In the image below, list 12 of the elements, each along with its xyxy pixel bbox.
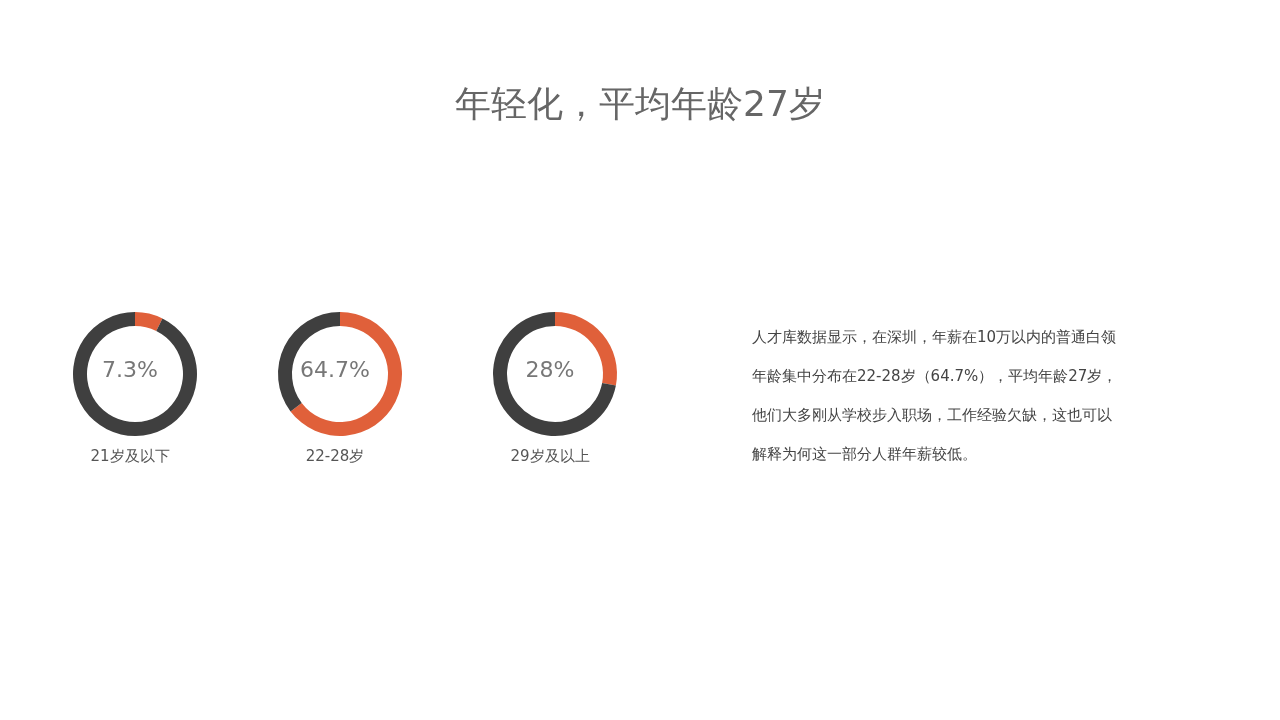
text: 28% xyxy=(525,356,575,382)
donut-slice xyxy=(73,312,197,436)
donut-slice xyxy=(493,312,616,436)
text: 人才库数据显示，在深圳，年薪在10万以内的普通白领年龄集中分布在22-28岁（64.7%），平均年龄27岁，他们大多刚从学校步入职场，工作经验欠缺，这也可以解释为何这一部分人群年薪较低。 xyxy=(752,328,1118,463)
text: 21岁及以下 xyxy=(89,447,171,466)
text: 22-28岁 xyxy=(304,447,366,466)
text: 7.3% xyxy=(102,356,158,382)
text: 年轻化，平均年龄27岁 xyxy=(454,82,826,126)
donut-slice xyxy=(290,312,402,436)
text: 64.7% xyxy=(300,356,370,382)
donut-slice xyxy=(135,312,163,331)
text: 29岁及以上 xyxy=(509,447,591,466)
